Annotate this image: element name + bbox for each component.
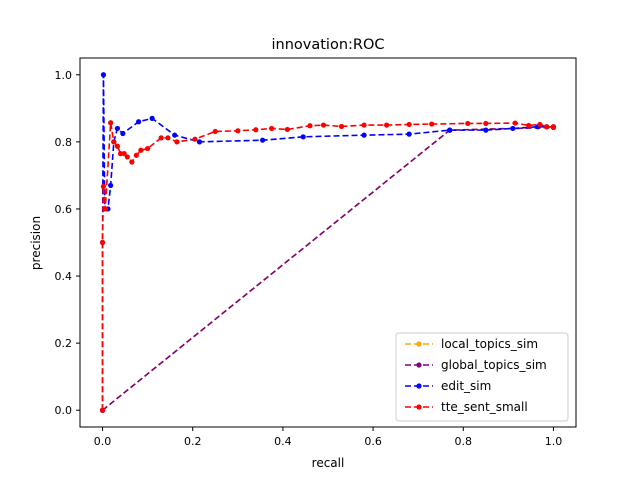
data-point xyxy=(133,152,139,158)
legend-label: global_topics_sim xyxy=(441,358,547,372)
y-tick-label: 0.4 xyxy=(55,270,73,283)
data-point xyxy=(212,128,218,135)
data-point xyxy=(338,123,345,130)
data-point xyxy=(196,139,203,145)
legend: local_topics_sim global_topics_sim edit_si… xyxy=(395,332,569,422)
data-point xyxy=(102,206,108,212)
data-point xyxy=(138,147,144,153)
data-point xyxy=(483,127,489,133)
x-tick-label: 0.4 xyxy=(274,435,292,448)
y-axis-label: precision xyxy=(29,216,43,270)
data-point xyxy=(100,72,107,78)
legend-box xyxy=(395,332,569,422)
data-point xyxy=(174,139,180,145)
data-point xyxy=(269,125,275,132)
data-point xyxy=(300,134,306,140)
data-point xyxy=(406,131,412,137)
plot-frame xyxy=(79,57,577,428)
data-point xyxy=(158,135,164,141)
legend-swatch-marker xyxy=(416,404,422,410)
data-point xyxy=(361,122,367,128)
data-point xyxy=(165,135,171,141)
chart-title: innovation:ROC xyxy=(271,37,384,53)
y-tick-label: 0.8 xyxy=(55,136,73,149)
x-axis-label: recall xyxy=(312,456,345,470)
x-tick-label: 0.8 xyxy=(455,435,473,448)
series-layer xyxy=(99,72,557,413)
data-point xyxy=(192,136,198,142)
data-point xyxy=(120,130,126,137)
data-point xyxy=(235,128,241,134)
y-tick-label: 0.0 xyxy=(55,404,73,417)
data-point xyxy=(124,154,130,160)
series-tte_sent_small xyxy=(99,120,557,413)
x-tick-label: 0.0 xyxy=(94,435,112,448)
legend-item: local_topics_sim xyxy=(405,337,538,351)
y-tick-label: 0.2 xyxy=(55,337,73,350)
data-point xyxy=(483,120,489,127)
data-point xyxy=(129,159,135,165)
legend-swatch-marker xyxy=(416,383,422,389)
data-point xyxy=(99,407,106,413)
legend-label: edit_sim xyxy=(441,379,491,393)
data-point xyxy=(117,151,124,157)
data-point xyxy=(510,125,516,132)
data-point xyxy=(537,121,543,128)
data-point xyxy=(384,122,390,128)
data-point xyxy=(108,182,114,189)
x-tick-label: 0.6 xyxy=(364,435,382,448)
data-point xyxy=(307,123,313,129)
x-tick-label: 1.0 xyxy=(545,435,563,448)
legend-item: tte_sent_small xyxy=(405,400,528,414)
legend-label: tte_sent_small xyxy=(441,400,528,414)
y-tick-label: 0.6 xyxy=(55,203,73,216)
data-point xyxy=(108,120,114,126)
data-point xyxy=(253,127,259,133)
data-point xyxy=(145,145,151,152)
data-point xyxy=(111,139,117,145)
data-point xyxy=(99,239,106,246)
data-point xyxy=(136,119,142,125)
data-point xyxy=(121,151,127,157)
data-point xyxy=(544,124,550,130)
legend-label: local_topics_sim xyxy=(441,337,538,351)
data-point xyxy=(550,124,557,130)
legend-item: edit_sim xyxy=(405,379,491,393)
data-point xyxy=(361,132,367,138)
data-point xyxy=(526,122,532,129)
legend-swatch-marker xyxy=(416,362,422,368)
data-point xyxy=(149,115,155,121)
y-axis-ticks: 0.0 0.2 0.4 0.6 0.8 1.0 xyxy=(55,69,80,417)
data-point xyxy=(260,137,266,143)
data-point xyxy=(447,127,453,133)
data-point xyxy=(512,120,518,126)
data-point xyxy=(465,120,471,127)
data-point xyxy=(100,183,107,190)
data-point xyxy=(429,121,435,127)
legend-item: global_topics_sim xyxy=(405,358,547,372)
data-point xyxy=(284,126,291,133)
data-point xyxy=(320,122,327,128)
data-point xyxy=(114,125,121,132)
legend-swatch-marker xyxy=(416,341,422,347)
y-tick-label: 1.0 xyxy=(55,69,73,82)
data-point xyxy=(114,143,121,149)
data-point xyxy=(406,121,412,128)
x-axis-ticks: 0.0 0.2 0.4 0.6 0.8 1.0 xyxy=(94,427,562,448)
data-point xyxy=(172,132,178,138)
x-tick-label: 0.2 xyxy=(184,435,202,448)
